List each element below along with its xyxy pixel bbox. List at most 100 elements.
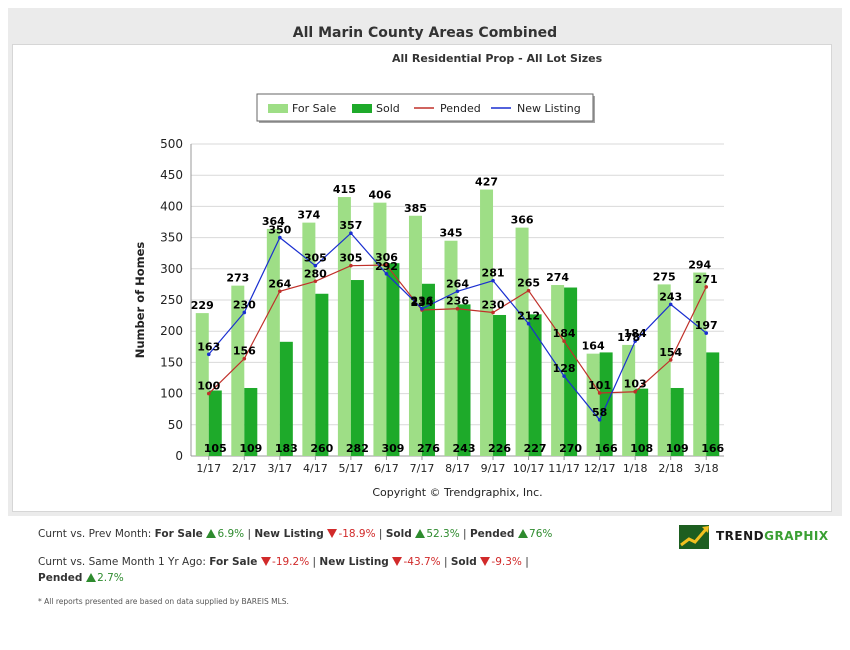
stats-year-name: New Listing [319,556,393,568]
bar-sold [208,390,222,456]
bar-sold [279,341,293,456]
bar-sold [350,280,364,456]
data-label-pended: 306 [375,251,398,264]
x-tick-label: 3/17 [267,462,292,475]
point-new-listing [668,302,673,307]
stats-prev-name: New Listing [254,528,328,540]
arrow-up-icon [415,529,426,538]
stats-prev-value: -18.9% [338,528,376,540]
data-label-new-listing: 292 [375,260,398,273]
bar-for-sale [408,215,422,456]
legend-label: For Sale [292,102,336,115]
stats-prev-name: For Sale [154,528,207,540]
data-label-for-sale: 178 [617,331,640,344]
data-label-pended: 100 [197,380,220,393]
point-new-listing [313,263,318,268]
arrow-up-icon [86,573,97,582]
bar-sold [564,287,578,456]
bar-for-sale [373,202,387,456]
data-label-sold: 105 [204,442,227,455]
bar-for-sale [622,344,636,456]
y-tick-label: 500 [160,137,183,151]
data-label-for-sale: 164 [582,340,605,353]
point-new-listing [242,310,247,315]
bar-sold [635,388,649,456]
logo-text: TRENDGRAPHIX [716,529,829,543]
data-label-new-listing: 230 [233,298,256,311]
logo-text-part2: GRAPHIX [764,529,829,543]
point-pended [491,310,495,315]
data-label-for-sale: 385 [404,202,427,215]
data-label-for-sale: 374 [297,209,320,222]
data-label-sold: 260 [310,442,333,455]
bar-for-sale [693,272,707,456]
data-label-new-listing: 357 [339,219,362,232]
point-new-listing [491,278,495,283]
y-tick-label: 200 [160,324,183,338]
stats-year-value: 2.7% [97,572,124,584]
stats-separator: | [440,556,451,568]
x-tick-label: 8/17 [445,462,470,475]
stats-year-value: -43.7% [403,556,441,568]
bar-for-sale [444,240,458,456]
data-label-pended: 184 [553,327,576,340]
point-pended [526,288,531,293]
x-tick-label: 5/17 [339,462,364,475]
legend-label: Pended [440,102,481,115]
bar-sold [706,352,720,456]
data-label-new-listing: 184 [624,327,647,340]
data-label-for-sale: 273 [226,272,249,285]
chart-subtitle: All Residential Prop - All Lot Sizes [392,52,603,65]
stats-year-name: Pended [38,572,87,584]
data-label-pended: 280 [304,267,327,280]
x-tick-label: 9/17 [481,462,506,475]
data-label-pended: 156 [233,345,256,358]
logo-chart-icon [679,525,709,549]
data-label-sold: 109 [666,442,689,455]
bar-sold [457,304,471,456]
point-new-listing [420,306,424,311]
bar-sold [244,387,258,456]
data-label-for-sale: 294 [688,259,711,272]
data-label-sold: 183 [275,442,298,455]
bar-for-sale [266,228,280,456]
copyright-text: Copyright © Trendgraphix, Inc. [372,486,542,499]
data-label-new-listing: 128 [553,362,576,375]
trendgraphix-logo: TRENDGRAPHIX [678,524,828,552]
point-pended [313,279,318,284]
stats-prev-items: For Sale 6.9% | New Listing -18.9% | Sol… [155,528,553,540]
point-new-listing [455,289,460,294]
legend-label: Sold [376,102,400,115]
stats-year-label: Curnt vs. Same Month 1 Yr Ago: [38,556,206,568]
point-pended [278,289,282,294]
stats-prev-value: 76% [529,528,553,540]
point-new-listing [633,339,637,343]
bar-for-sale [657,284,671,456]
stats-separator: | [459,528,470,540]
x-tick-label: 3/18 [694,462,719,475]
data-label-sold: 166 [595,442,618,455]
bar-for-sale [302,222,316,456]
x-tick-label: 2/17 [232,462,257,475]
bar-sold [670,387,684,456]
point-pended [455,306,460,311]
data-label-pended: 234 [410,296,433,309]
stats-prev-name: Sold [385,528,416,540]
point-pended [704,285,709,289]
stats-separator: | [244,528,255,540]
arrow-down-icon [480,557,491,566]
data-label-sold: 166 [701,442,724,455]
point-new-listing [278,235,282,240]
y-tick-label: 250 [160,293,183,307]
data-label-sold: 226 [488,442,511,455]
stats-prev-value: 6.9% [217,528,245,540]
x-tick-label: 6/17 [374,462,399,475]
stats-year-items: For Sale -19.2% | New Listing -43.7% | S… [38,556,529,584]
stats-separator: | [309,556,320,568]
stats-prev-month: Curnt vs. Prev Month: For Sale 6.9% | Ne… [38,526,558,542]
data-label-for-sale: 415 [333,183,356,196]
data-label-pended: 264 [268,277,291,290]
stats-separator: | [375,528,386,540]
point-pended [668,358,673,362]
x-tick-label: 1/18 [623,462,648,475]
